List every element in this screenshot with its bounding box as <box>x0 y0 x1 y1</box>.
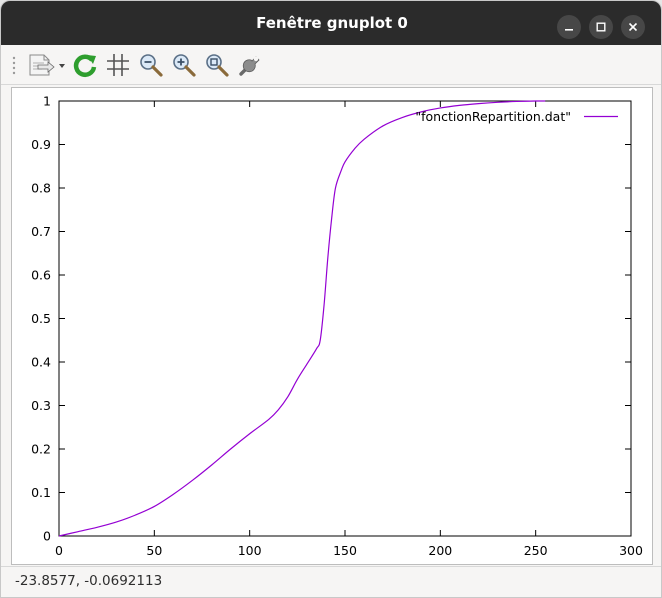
grid-icon <box>107 54 129 76</box>
y-tick-label: 0 <box>43 529 51 544</box>
zoom-reset-icon <box>206 54 229 77</box>
y-tick-label: 0.3 <box>31 398 51 413</box>
y-tick-label: 0.9 <box>31 137 51 152</box>
minimize-icon <box>565 29 573 31</box>
legend-label: "fonctionRepartition.dat" <box>415 109 571 124</box>
plot-border <box>58 100 632 537</box>
y-tick-label: 0.8 <box>31 181 51 196</box>
y-tick-label: 0.5 <box>31 311 51 326</box>
y-tick-label: 0.2 <box>31 442 51 457</box>
y-tick-label: 0.1 <box>31 485 51 500</box>
export-icon <box>29 54 65 76</box>
export-button[interactable] <box>23 51 69 79</box>
zoom-out-button[interactable] <box>136 51 166 79</box>
close-button[interactable] <box>621 15 645 39</box>
y-tick-label: 0.6 <box>31 268 51 283</box>
y-tick-label: 0.4 <box>31 355 51 370</box>
zoom-in-button[interactable] <box>169 51 199 79</box>
close-icon <box>628 22 638 32</box>
cursor-coordinates: -23.8577, -0.0692113 <box>15 573 163 589</box>
x-tick-label: 50 <box>146 543 162 558</box>
plot-area[interactable]: 0 0.1 0.2 0.3 0.4 0.5 0.6 0.7 0.8 0.9 1 0 50 100 150 2… <box>11 87 653 565</box>
window-title: Fenêtre gnuplot 0 <box>256 14 408 32</box>
maximize-icon <box>596 22 606 32</box>
x-tick-label: 250 <box>524 543 548 558</box>
toolbar-grip-icon[interactable] <box>11 55 17 77</box>
y-tick-label: 0.7 <box>31 224 51 239</box>
x-tick-label: 200 <box>428 543 452 558</box>
zoom-reset-button[interactable] <box>202 51 232 79</box>
maximize-button[interactable] <box>589 15 613 39</box>
x-tick-label: 0 <box>55 543 63 558</box>
y-tick-label: 1 <box>43 94 51 109</box>
status-bar: -23.8577, -0.0692113 <box>1 566 661 597</box>
zoom-in-icon <box>173 54 196 77</box>
zoom-out-icon <box>140 54 163 77</box>
x-tick-label: 150 <box>333 543 357 558</box>
series-line <box>58 100 546 537</box>
x-tick-label: 100 <box>238 543 262 558</box>
grid-button[interactable] <box>103 51 133 79</box>
replot-icon <box>73 54 97 77</box>
title-bar[interactable]: Fenêtre gnuplot 0 <box>1 1 661 45</box>
line-chart: 0 0.1 0.2 0.3 0.4 0.5 0.6 0.7 0.8 0.9 1 0 50 100 150 2… <box>31 94 643 559</box>
toolbar <box>1 45 661 85</box>
settings-button[interactable] <box>235 51 265 79</box>
minimize-button[interactable] <box>557 15 581 39</box>
settings-icon <box>239 56 260 76</box>
x-tick-label: 300 <box>619 543 643 558</box>
replot-button[interactable] <box>70 51 100 79</box>
